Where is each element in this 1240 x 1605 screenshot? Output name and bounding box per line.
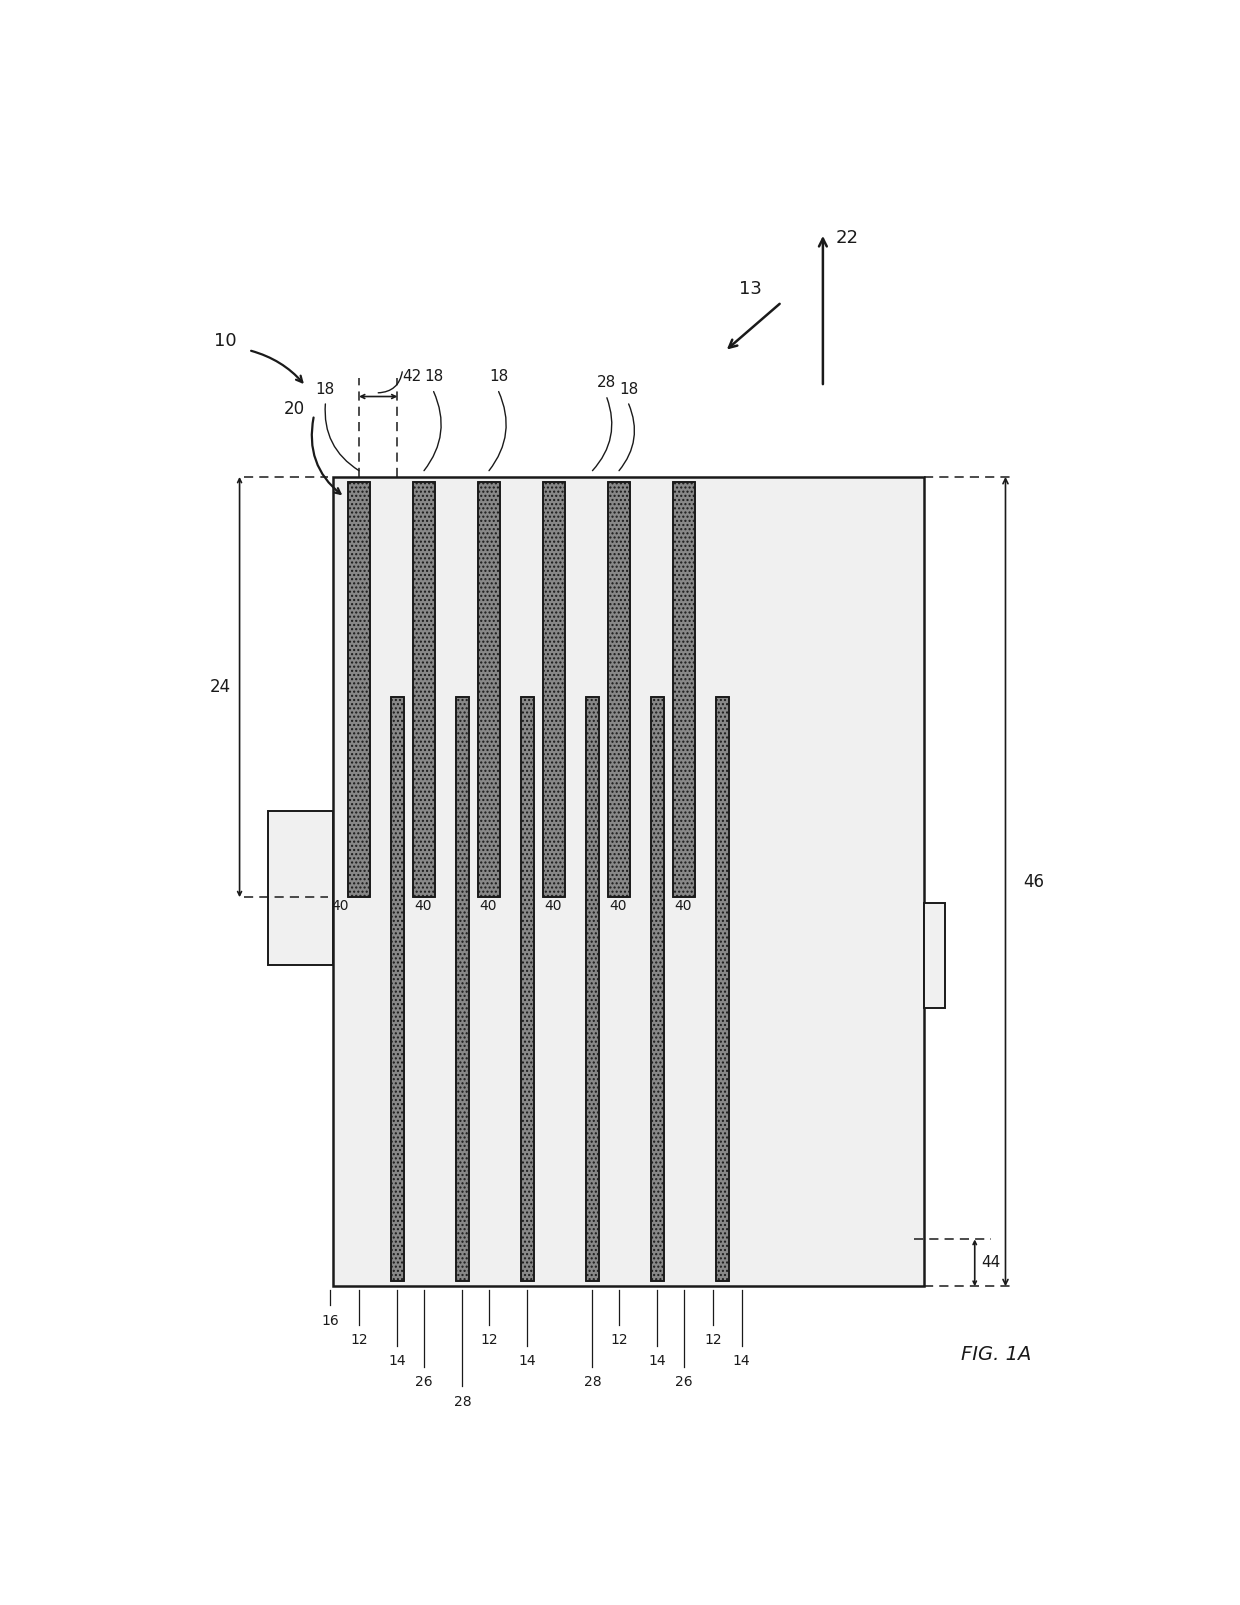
Text: 28: 28 xyxy=(598,376,616,390)
Text: 42: 42 xyxy=(402,369,422,384)
Bar xyxy=(391,697,404,1281)
Text: 20: 20 xyxy=(284,400,305,417)
Bar xyxy=(924,904,945,1008)
Text: 13: 13 xyxy=(739,279,763,297)
Bar xyxy=(521,697,534,1281)
Text: 26: 26 xyxy=(676,1375,693,1390)
Text: 12: 12 xyxy=(480,1334,497,1347)
Bar xyxy=(651,697,665,1281)
Bar xyxy=(391,697,404,1281)
Bar xyxy=(413,482,434,897)
Bar xyxy=(456,697,469,1281)
Bar xyxy=(585,697,599,1281)
Text: 26: 26 xyxy=(415,1375,433,1390)
Bar xyxy=(651,697,665,1281)
Text: 12: 12 xyxy=(610,1334,627,1347)
Bar xyxy=(609,482,630,897)
Text: 44: 44 xyxy=(982,1255,1001,1270)
Bar xyxy=(673,482,694,897)
Bar xyxy=(332,477,924,1286)
Text: FIG. 1A: FIG. 1A xyxy=(961,1345,1032,1364)
Text: 40: 40 xyxy=(331,899,348,913)
Text: 14: 14 xyxy=(388,1355,407,1369)
Text: 40: 40 xyxy=(544,899,562,913)
Text: 18: 18 xyxy=(619,382,639,396)
Bar xyxy=(585,697,599,1281)
Bar xyxy=(715,697,729,1281)
Bar xyxy=(413,482,434,897)
Text: 16: 16 xyxy=(321,1313,339,1327)
Bar xyxy=(543,482,564,897)
Bar xyxy=(609,482,630,897)
Bar xyxy=(456,697,469,1281)
Bar xyxy=(543,482,564,897)
Text: 14: 14 xyxy=(733,1355,750,1369)
Bar xyxy=(348,482,370,897)
Text: 10: 10 xyxy=(213,332,237,350)
Text: 40: 40 xyxy=(609,899,626,913)
Text: 40: 40 xyxy=(414,899,432,913)
Text: 28: 28 xyxy=(454,1395,471,1409)
Bar xyxy=(348,482,370,897)
Bar xyxy=(715,697,729,1281)
Bar xyxy=(521,697,534,1281)
Text: 22: 22 xyxy=(836,230,858,247)
Text: 18: 18 xyxy=(424,369,443,384)
Text: 18: 18 xyxy=(489,369,508,384)
Text: 24: 24 xyxy=(210,677,231,697)
Bar xyxy=(673,482,694,897)
Text: 40: 40 xyxy=(479,899,496,913)
Bar xyxy=(479,482,500,897)
Text: 18: 18 xyxy=(316,382,335,396)
Bar xyxy=(479,482,500,897)
Text: 28: 28 xyxy=(584,1375,601,1390)
Text: 46: 46 xyxy=(1023,873,1044,891)
Bar xyxy=(268,811,332,965)
Text: 12: 12 xyxy=(350,1334,368,1347)
Text: 40: 40 xyxy=(675,899,692,913)
Text: 14: 14 xyxy=(518,1355,536,1369)
Text: 12: 12 xyxy=(704,1334,722,1347)
Text: 14: 14 xyxy=(649,1355,666,1369)
